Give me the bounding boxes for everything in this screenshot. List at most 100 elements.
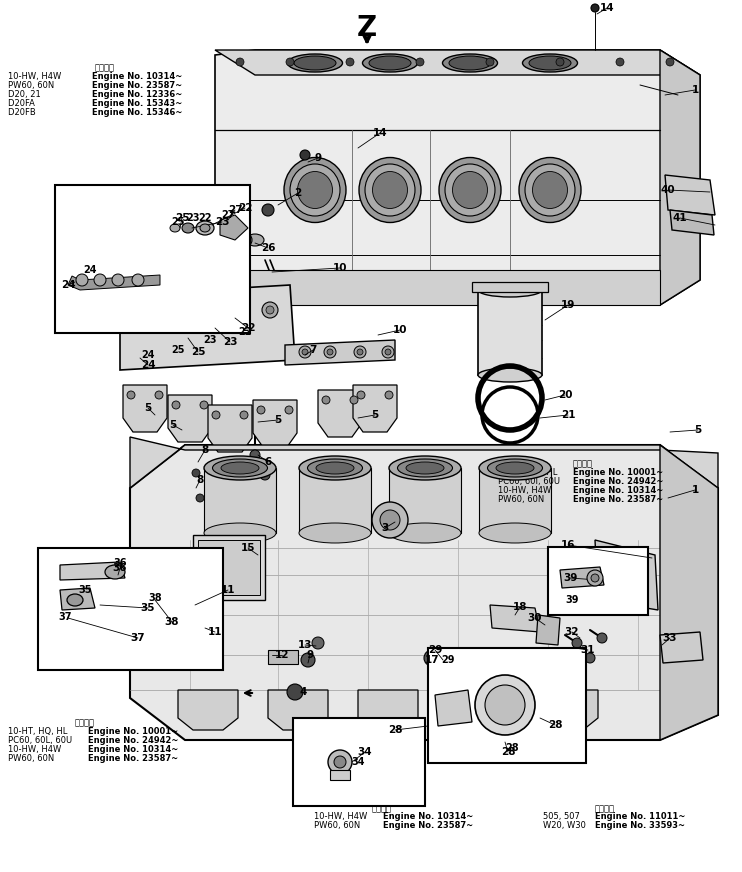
Text: Engine No. 23587~: Engine No. 23587~	[88, 754, 178, 763]
Bar	[38, 548, 223, 670]
Text: 41: 41	[673, 213, 687, 223]
Circle shape	[591, 4, 599, 12]
Polygon shape	[665, 175, 715, 215]
Circle shape	[286, 58, 294, 66]
Text: 5: 5	[695, 425, 702, 435]
Circle shape	[485, 685, 525, 725]
Circle shape	[587, 570, 603, 586]
Text: Engine No. 10314~: Engine No. 10314~	[88, 745, 178, 754]
Text: 22: 22	[237, 203, 252, 213]
Circle shape	[299, 346, 311, 358]
Text: 1: 1	[692, 85, 699, 95]
Text: Engine No. 33593~: Engine No. 33593~	[595, 821, 685, 830]
Circle shape	[354, 346, 366, 358]
Polygon shape	[285, 340, 395, 365]
Text: 1: 1	[692, 485, 699, 495]
Text: 適用号機: 適用号機	[372, 804, 392, 813]
Ellipse shape	[365, 164, 415, 216]
Text: 34: 34	[351, 757, 365, 767]
Circle shape	[385, 391, 393, 399]
Circle shape	[240, 411, 248, 419]
Polygon shape	[60, 562, 125, 580]
Circle shape	[127, 391, 135, 399]
Text: Engine No. 10001~: Engine No. 10001~	[573, 468, 663, 477]
Text: 25: 25	[171, 345, 185, 355]
Bar	[198, 540, 260, 595]
Text: 31: 31	[581, 645, 595, 655]
Text: 30: 30	[528, 613, 542, 623]
Circle shape	[141, 306, 149, 314]
Ellipse shape	[529, 56, 571, 70]
Polygon shape	[178, 690, 238, 730]
Circle shape	[327, 349, 333, 355]
Ellipse shape	[182, 223, 194, 233]
Polygon shape	[175, 590, 220, 638]
Circle shape	[346, 58, 354, 66]
Ellipse shape	[398, 459, 453, 477]
Circle shape	[301, 653, 315, 667]
Circle shape	[76, 274, 88, 286]
Circle shape	[357, 391, 365, 399]
Polygon shape	[168, 395, 212, 442]
Polygon shape	[68, 275, 160, 290]
Text: 38: 38	[148, 593, 162, 603]
Text: 24: 24	[141, 350, 155, 360]
Ellipse shape	[487, 459, 542, 477]
Text: 23: 23	[214, 217, 229, 227]
Text: Engine No. 23587~: Engine No. 23587~	[92, 81, 182, 90]
Text: 23: 23	[186, 213, 200, 223]
Ellipse shape	[406, 462, 444, 474]
Ellipse shape	[298, 172, 332, 208]
Text: 16: 16	[561, 540, 575, 550]
Text: 27: 27	[228, 205, 243, 215]
Text: 23: 23	[203, 335, 217, 345]
Text: 11: 11	[221, 585, 235, 595]
Circle shape	[382, 346, 394, 358]
Ellipse shape	[479, 456, 551, 480]
Text: 10-HW, H4W: 10-HW, H4W	[8, 72, 67, 81]
Ellipse shape	[294, 56, 336, 70]
Text: PW60, 60N: PW60, 60N	[8, 81, 62, 90]
Circle shape	[328, 750, 352, 774]
Circle shape	[196, 494, 204, 502]
Text: 22: 22	[240, 323, 255, 333]
Circle shape	[200, 401, 208, 409]
Text: 32: 32	[565, 627, 580, 637]
Circle shape	[262, 204, 274, 216]
Text: PW60, 60N: PW60, 60N	[498, 495, 544, 504]
Text: 21: 21	[561, 410, 575, 420]
Circle shape	[171, 306, 179, 314]
Polygon shape	[215, 50, 700, 75]
Polygon shape	[268, 690, 328, 730]
Polygon shape	[123, 385, 167, 432]
Text: 14: 14	[372, 128, 387, 138]
Bar	[268, 650, 298, 664]
Ellipse shape	[221, 462, 259, 474]
Polygon shape	[660, 445, 718, 740]
Circle shape	[324, 346, 336, 358]
Polygon shape	[595, 540, 658, 610]
Ellipse shape	[299, 456, 371, 480]
Circle shape	[287, 684, 303, 700]
Text: 適用号機: 適用号機	[595, 804, 615, 813]
Bar	[215, 270, 660, 305]
Ellipse shape	[105, 565, 125, 579]
Polygon shape	[538, 690, 598, 730]
Text: 22: 22	[198, 213, 211, 223]
Polygon shape	[253, 400, 297, 447]
Text: 26: 26	[260, 243, 275, 253]
Ellipse shape	[449, 56, 491, 70]
Text: 35: 35	[78, 585, 92, 595]
Text: 20: 20	[558, 390, 572, 400]
Text: 24: 24	[83, 265, 96, 275]
Ellipse shape	[372, 172, 407, 208]
Circle shape	[238, 233, 252, 247]
Ellipse shape	[445, 164, 495, 216]
Polygon shape	[358, 690, 418, 730]
Circle shape	[260, 470, 270, 480]
Text: PC60, 60I, 60U: PC60, 60I, 60U	[498, 477, 560, 486]
Text: 17: 17	[424, 655, 439, 665]
Text: 14: 14	[600, 3, 614, 13]
Text: View Z: View Z	[273, 702, 306, 712]
Ellipse shape	[522, 54, 577, 72]
